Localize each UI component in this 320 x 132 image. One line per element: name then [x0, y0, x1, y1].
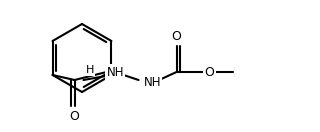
Text: O: O — [172, 29, 181, 43]
Text: NH: NH — [144, 77, 161, 89]
Text: NH: NH — [107, 65, 124, 79]
Text: N: N — [107, 65, 116, 79]
Text: H: H — [86, 65, 95, 75]
Text: O: O — [70, 110, 79, 122]
Text: O: O — [204, 65, 214, 79]
